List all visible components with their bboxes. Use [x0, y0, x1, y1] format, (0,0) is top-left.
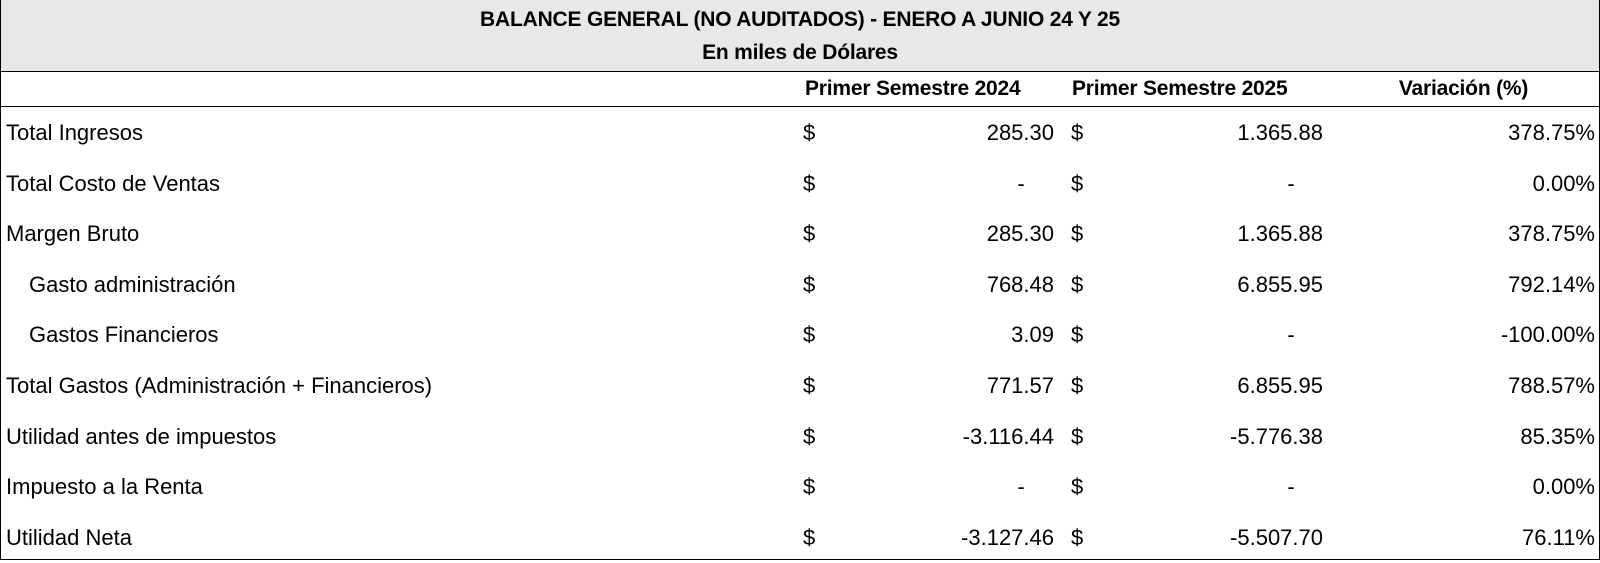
table-row: Utilidad Neta $ -3.127.46 $ -5.507.70 76…	[1, 513, 1599, 563]
currency-symbol: $	[1071, 271, 1084, 297]
row-label: Gasto administración	[29, 271, 236, 297]
currency-symbol: $	[1071, 474, 1084, 500]
row-label: Impuesto a la Renta	[6, 474, 203, 500]
currency-symbol: $	[1071, 524, 1084, 550]
value-variation: 0.00%	[1532, 474, 1595, 500]
column-header-2025: Primer Semestre 2025	[1072, 77, 1288, 100]
row-label: Utilidad Neta	[6, 524, 132, 550]
value-2024: -	[1017, 474, 1025, 500]
table-row: Gastos Financieros $ 3.09 $ - -100.00%	[1, 310, 1599, 361]
value-2024: -3.127.46	[961, 524, 1054, 550]
currency-symbol: $	[803, 170, 816, 196]
value-variation: 76.11%	[1522, 524, 1595, 550]
value-2024: -3.116.44	[962, 423, 1054, 449]
value-2024: 771.57	[986, 372, 1054, 398]
row-label: Total Costo de Ventas	[6, 170, 221, 196]
value-variation: 788.57%	[1508, 372, 1595, 398]
row-label: Total Gastos (Administración + Financier…	[6, 372, 433, 398]
column-header-variation: Variación (%)	[1398, 77, 1529, 100]
currency-symbol: $	[1071, 372, 1084, 398]
value-2025: 6.855.95	[1237, 271, 1323, 297]
value-2025: 1.365.88	[1237, 120, 1323, 145]
statement-title: BALANCE GENERAL (NO AUDITADOS) - ENERO A…	[480, 8, 1120, 31]
value-2025: 1.365.88	[1237, 221, 1323, 247]
title-block: BALANCE GENERAL (NO AUDITADOS) - ENERO A…	[1, 0, 1599, 72]
value-variation: 85.35%	[1520, 423, 1595, 449]
table-row: Total Ingresos $ 285.30 $ 1.365.88 378.7…	[1, 108, 1599, 159]
currency-symbol: $	[803, 271, 816, 297]
table-row: Utilidad antes de impuestos $ -3.116.44 …	[1, 412, 1599, 463]
table-row: Total Gastos (Administración + Financier…	[1, 361, 1599, 412]
value-variation: -100.00%	[1500, 322, 1595, 348]
column-header-row: Primer Semestre 2024 Primer Semestre 202…	[1, 72, 1599, 107]
row-label: Gastos Financieros	[29, 322, 219, 348]
table-row: Total Costo de Ventas $ - $ - 0.00%	[1, 159, 1599, 210]
currency-symbol: $	[803, 322, 816, 348]
currency-symbol: $	[803, 423, 816, 449]
value-variation: 792.14%	[1508, 271, 1595, 297]
row-label: Margen Bruto	[6, 221, 140, 247]
value-2024: 3.09	[1011, 322, 1054, 348]
currency-symbol: $	[1071, 322, 1084, 348]
currency-symbol: $	[803, 221, 816, 247]
value-2025: -	[1287, 170, 1295, 196]
currency-symbol: $	[803, 474, 816, 500]
currency-symbol: $	[1071, 423, 1084, 449]
value-2024: -	[1017, 170, 1025, 196]
table-row: Gasto administración $ 768.48 $ 6.855.95…	[1, 260, 1599, 311]
statement-subtitle: En miles de Dólares	[702, 41, 898, 64]
currency-symbol: $	[1071, 120, 1084, 145]
currency-symbol: $	[803, 120, 816, 145]
value-2024: 768.48	[986, 271, 1054, 297]
value-variation: 0.00%	[1532, 170, 1595, 196]
value-2025: -	[1287, 474, 1295, 500]
table-row: Margen Bruto $ 285.30 $ 1.365.88 378.75%	[1, 209, 1599, 260]
statement-rows: Total Ingresos $ 285.30 $ 1.365.88 378.7…	[1, 108, 1599, 563]
value-2025: 6.855.95	[1237, 372, 1323, 398]
currency-symbol: $	[803, 372, 816, 398]
value-variation: 378.75%	[1508, 221, 1595, 247]
value-2025: -5.507.70	[1230, 524, 1323, 550]
currency-symbol: $	[1071, 170, 1084, 196]
column-header-2024: Primer Semestre 2024	[805, 77, 1021, 100]
table-row: Impuesto a la Renta $ - $ - 0.00%	[1, 462, 1599, 513]
value-2025: -	[1287, 322, 1295, 348]
value-variation: 378.75%	[1508, 120, 1595, 145]
currency-symbol: $	[803, 524, 816, 550]
currency-symbol: $	[1071, 221, 1084, 247]
value-2024: 285.30	[986, 221, 1054, 247]
row-label: Total Ingresos	[6, 120, 143, 145]
row-label: Utilidad antes de impuestos	[6, 423, 277, 449]
value-2025: -5.776.38	[1230, 423, 1323, 449]
value-2024: 285.30	[986, 120, 1054, 145]
